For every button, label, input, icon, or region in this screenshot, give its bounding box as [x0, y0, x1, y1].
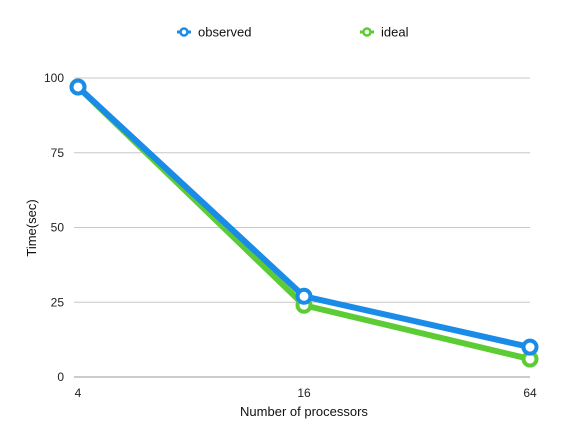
x-tick-labels: 4 16 64 — [75, 386, 537, 400]
data-point — [69, 78, 87, 96]
x-tick-label: 64 — [523, 386, 537, 400]
y-tick-label: 100 — [44, 71, 64, 85]
legend-item-ideal: ideal — [360, 25, 409, 40]
legend-swatch-marker — [179, 27, 189, 37]
series-ideal — [69, 78, 539, 368]
legend-swatch-marker — [362, 27, 372, 37]
legend-item-observed: observed — [177, 25, 251, 40]
y-tick-labels: 0 25 50 75 100 — [44, 71, 64, 384]
x-axis-title: Number of processors — [240, 404, 368, 419]
y-tick-label: 0 — [57, 370, 64, 384]
y-tick-label: 25 — [51, 295, 65, 309]
legend-label: ideal — [381, 25, 409, 40]
legend: observed ideal — [177, 25, 409, 40]
legend-label: observed — [198, 25, 251, 40]
y-axis-title: Time(sec) — [24, 199, 39, 256]
x-tick-label: 4 — [75, 386, 82, 400]
y-tick-label: 50 — [51, 221, 65, 235]
x-tick-label: 16 — [297, 386, 311, 400]
data-point — [521, 338, 539, 356]
series-observed — [69, 78, 539, 356]
data-point — [295, 287, 313, 305]
y-tick-label: 75 — [51, 146, 65, 160]
series-lines — [69, 78, 539, 368]
series-line — [75, 83, 533, 363]
